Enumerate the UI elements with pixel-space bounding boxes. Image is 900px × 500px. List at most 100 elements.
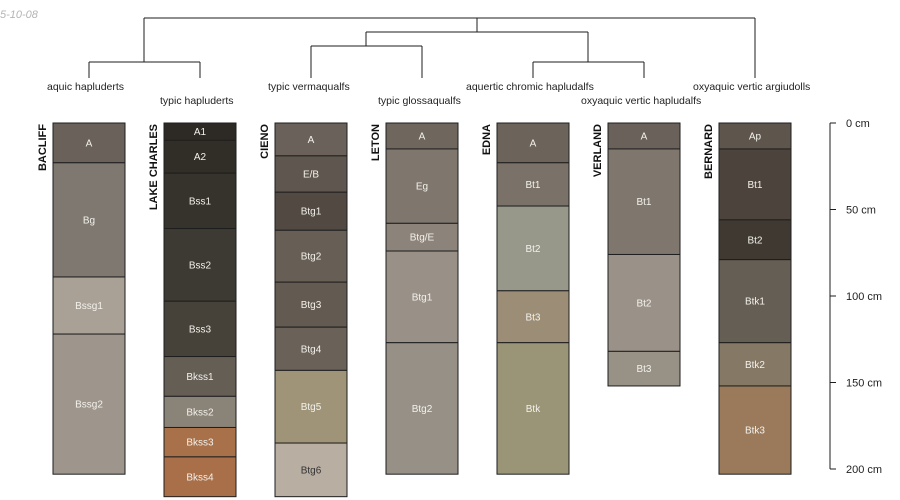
horizon-block <box>163 139 237 174</box>
horizon-label: Bt1 <box>636 197 651 208</box>
horizon-block <box>163 395 237 428</box>
horizon-label: Bss1 <box>189 196 212 207</box>
horizon-label: Bssg1 <box>75 301 103 312</box>
axis-tick-label: 50 cm <box>846 205 876 217</box>
date-label: 5-10-08 <box>0 9 39 21</box>
horizon-label: Btg4 <box>301 344 322 355</box>
horizon-block <box>496 162 570 207</box>
profile-bernard: Ap Bt1 Bt2 Btk1 Btk2 Btk3 BERNARD <box>703 122 792 475</box>
horizon-label: A1 <box>194 127 207 138</box>
horizon-label: Bss2 <box>189 260 212 271</box>
horizon-label: Bt3 <box>636 364 651 375</box>
profile-name: LAKE CHARLES <box>148 124 160 210</box>
horizon-label: A2 <box>194 152 207 163</box>
taxon-label: typic hapluderts <box>160 95 234 107</box>
depth-axis: 0 cm 50 cm 100 cm 150 cm 200 cm <box>829 118 882 476</box>
horizon-block <box>496 342 570 475</box>
horizon-label: Ap <box>749 131 762 142</box>
horizon-block <box>718 122 792 150</box>
horizon-label: A <box>308 135 315 146</box>
horizon-block <box>385 122 459 150</box>
profile-name: LETON <box>370 124 382 161</box>
horizon-block <box>52 333 126 475</box>
horizon-label: Bg <box>83 215 95 226</box>
horizon-label: Btg5 <box>301 402 322 413</box>
horizon-block <box>163 356 237 397</box>
horizon-block <box>274 122 348 157</box>
soil-profiles: A Bg Bssg1 Bssg2 BACLIFF A1 A2 Bss1 Bss2 Bss3 Bkss… <box>37 122 792 498</box>
taxon-label: oxyaquic vertic argiudolls <box>693 81 810 93</box>
horizon-block <box>718 148 792 221</box>
horizon-block <box>385 148 459 224</box>
horizon-block <box>718 219 792 261</box>
horizon-block <box>163 426 237 458</box>
horizon-block <box>385 222 459 252</box>
axis-tick-label: 150 cm <box>846 378 882 390</box>
profile-name: CIENO <box>259 124 271 159</box>
horizon-label: E/B <box>303 170 319 181</box>
horizon-label: Btg/E <box>410 233 435 244</box>
horizon-block <box>385 250 459 344</box>
taxon-label: aquertic chromic hapludalfs <box>466 81 594 93</box>
horizon-block <box>274 369 348 444</box>
profile-cieno: A E/B Btg1 Btg2 Btg3 Btg4 Btg5 Btg6 CIENO <box>259 122 348 498</box>
horizon-label: A <box>86 138 93 149</box>
horizon-label: Btk1 <box>745 297 765 308</box>
horizon-block <box>274 281 348 328</box>
horizon-label: Eg <box>416 182 428 193</box>
horizon-block <box>385 342 459 475</box>
profile-lake-charles: A1 A2 Bss1 Bss2 Bss3 Bkss1 Bkss2 Bkss3 Bkss4 LAKE… <box>148 122 237 498</box>
horizon-label: A <box>641 131 648 142</box>
horizon-label: Btg1 <box>412 292 433 303</box>
horizon-block <box>274 326 348 371</box>
horizon-block <box>274 191 348 231</box>
horizon-label: Bkss1 <box>186 372 214 383</box>
profile-edna: A Bt1 Bt2 Bt3 Btk EDNA <box>481 122 570 475</box>
horizon-label: Btg2 <box>412 404 433 415</box>
profile-bacliff: A Bg Bssg1 Bssg2 BACLIFF <box>37 122 126 475</box>
horizon-label: Bt3 <box>525 312 540 323</box>
horizon-label: A <box>419 131 426 142</box>
axis-tick-label: 0 cm <box>846 118 870 130</box>
horizon-block <box>274 229 348 283</box>
profile-name: BERNARD <box>703 124 715 179</box>
horizon-label: A <box>530 138 537 149</box>
horizon-label: Btg1 <box>301 207 322 218</box>
horizon-block <box>607 253 681 352</box>
horizon-label: Btg6 <box>301 465 322 476</box>
horizon-label: Btk <box>526 404 541 415</box>
profile-name: BACLIFF <box>37 124 49 171</box>
horizon-block <box>163 456 237 498</box>
profile-verland: A Bt1 Bt2 Bt3 VERLAND <box>592 122 681 387</box>
axis-tick-label: 100 cm <box>846 291 882 303</box>
horizon-block <box>496 290 570 344</box>
horizon-label: Bss3 <box>189 324 212 335</box>
horizon-block <box>718 259 792 344</box>
horizon-label: Bt1 <box>747 180 762 191</box>
horizon-label: Btk3 <box>745 426 765 437</box>
taxon-label: typic vermaqualfs <box>268 81 350 93</box>
taxon-labels: aquic hapluderts typic hapluderts typic ve… <box>47 81 810 107</box>
profile-name: EDNA <box>481 124 493 155</box>
horizon-label: Bt2 <box>525 244 540 255</box>
horizon-label: Btg3 <box>301 300 322 311</box>
horizon-label: Bkss4 <box>186 472 214 483</box>
profile-leton: A Eg Btg/E Btg1 Btg2 LETON <box>370 122 459 475</box>
horizon-label: Btg2 <box>301 252 322 263</box>
horizon-block <box>274 155 348 193</box>
profile-name: VERLAND <box>592 124 604 177</box>
horizon-label: Btk2 <box>745 360 765 371</box>
horizon-label: Bt2 <box>747 235 762 246</box>
taxon-label: oxyaquic vertic hapludalfs <box>581 95 701 107</box>
horizon-block <box>496 205 570 292</box>
dendrogram <box>88 17 756 78</box>
horizon-block <box>607 148 681 255</box>
taxon-label: typic glossaqualfs <box>378 95 461 107</box>
horizon-block <box>163 300 237 358</box>
horizon-block <box>274 442 348 498</box>
axis-tick-label: 200 cm <box>846 464 882 476</box>
horizon-block <box>163 228 237 302</box>
horizon-label: Bkss3 <box>186 438 214 449</box>
horizon-label: Bkss2 <box>186 407 214 418</box>
